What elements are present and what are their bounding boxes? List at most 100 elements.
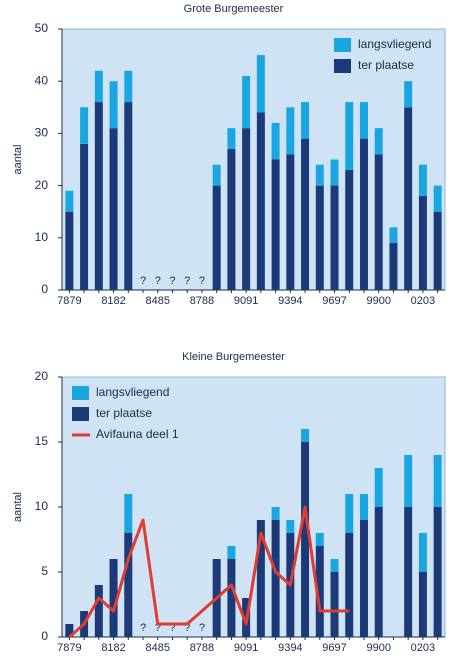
x-tick-label: 9900: [366, 642, 390, 654]
y-tick-label: 30: [35, 126, 49, 140]
bar: [94, 102, 103, 290]
bar: [212, 185, 221, 290]
x-tick-label: 8788: [190, 642, 214, 654]
bar: [271, 520, 280, 637]
legend-swatch: [72, 407, 89, 421]
bar: [94, 70, 103, 103]
y-tick-label: 50: [35, 21, 49, 35]
bar: [242, 75, 251, 129]
bar: [315, 533, 324, 546]
bar: [345, 533, 354, 637]
y-tick-label: 20: [35, 178, 49, 192]
x-tick-label: 0203: [411, 642, 435, 654]
bar: [389, 243, 398, 290]
missing-marker: ?: [199, 622, 205, 634]
bar: [418, 533, 427, 572]
y-tick-label: 20: [35, 369, 49, 383]
bar: [286, 520, 295, 533]
bar: [271, 122, 280, 160]
missing-marker: ?: [155, 622, 161, 634]
bar: [433, 185, 442, 212]
missing-marker: ?: [169, 275, 175, 287]
bar: [330, 572, 339, 637]
legend-label: ter plaatse: [358, 58, 414, 72]
bar: [65, 211, 74, 290]
bar: [315, 546, 324, 637]
legend-swatch: [72, 386, 89, 400]
bar: [65, 190, 74, 212]
missing-marker: ?: [140, 622, 146, 634]
chart-title: Kleine Burgemeester: [182, 351, 285, 363]
y-tick-label: 5: [41, 564, 48, 578]
bar: [404, 81, 413, 108]
bar: [404, 455, 413, 507]
bar: [301, 102, 310, 139]
bar: [256, 55, 265, 113]
missing-marker: ?: [155, 275, 161, 287]
x-tick-label: 8485: [146, 642, 170, 654]
x-tick-label: 9091: [234, 295, 258, 307]
bar: [286, 154, 295, 290]
bar: [124, 70, 133, 103]
x-tick-label: 8485: [146, 295, 170, 307]
x-tick-label: 9394: [278, 642, 302, 654]
bar: [124, 533, 133, 637]
bar: [374, 507, 383, 637]
bar: [359, 102, 368, 139]
bar: [389, 227, 398, 244]
bar: [109, 559, 118, 637]
x-tick-label: 0203: [411, 295, 435, 307]
x-tick-label: 7879: [57, 295, 81, 307]
line: [68, 505, 350, 639]
y-tick-label: 0: [41, 629, 48, 643]
bar: [301, 442, 310, 637]
missing-marker: ?: [140, 275, 146, 287]
bar: [227, 546, 236, 559]
bar: [227, 559, 236, 637]
legend-swatch: [334, 38, 351, 52]
bar: [109, 81, 118, 129]
legend-swatch: [334, 59, 351, 73]
x-tick-label: 9091: [234, 642, 258, 654]
bar: [433, 455, 442, 507]
bar: [433, 507, 442, 637]
bar: [374, 128, 383, 155]
y-tick-label: 15: [35, 434, 49, 448]
y-tick-label: 10: [35, 230, 49, 244]
bar: [345, 169, 354, 290]
bar: [433, 211, 442, 290]
bar: [418, 164, 427, 197]
bar: [404, 507, 413, 637]
bar: [271, 159, 280, 290]
x-tick-label: 9697: [322, 295, 346, 307]
bar: [271, 507, 280, 520]
y-axis-label: aantal: [12, 492, 24, 522]
bar: [94, 585, 103, 637]
bar: [242, 128, 251, 290]
bar: [256, 112, 265, 291]
bar: [345, 494, 354, 533]
missing-marker: ?: [184, 622, 190, 634]
bar: [212, 164, 221, 186]
y-tick-label: 10: [35, 499, 49, 513]
bar: [359, 138, 368, 290]
x-tick-label: 8788: [190, 295, 214, 307]
x-tick-label: 9697: [322, 642, 346, 654]
x-tick-label: 8182: [101, 642, 125, 654]
bar: [330, 185, 339, 290]
bar: [80, 107, 89, 144]
bar: [301, 138, 310, 290]
chart-title: Grote Burgemeester: [184, 3, 284, 15]
bar: [256, 520, 265, 637]
bar: [227, 128, 236, 150]
legend-label: Avifauna deel 1: [96, 427, 179, 441]
bar: [315, 164, 324, 186]
bar: [286, 107, 295, 155]
bar: [374, 468, 383, 507]
bar: [124, 494, 133, 533]
bar: [65, 624, 74, 637]
legend-label: langsvliegend: [96, 385, 169, 399]
missing-marker: ?: [199, 275, 205, 287]
missing-marker: ?: [169, 622, 175, 634]
